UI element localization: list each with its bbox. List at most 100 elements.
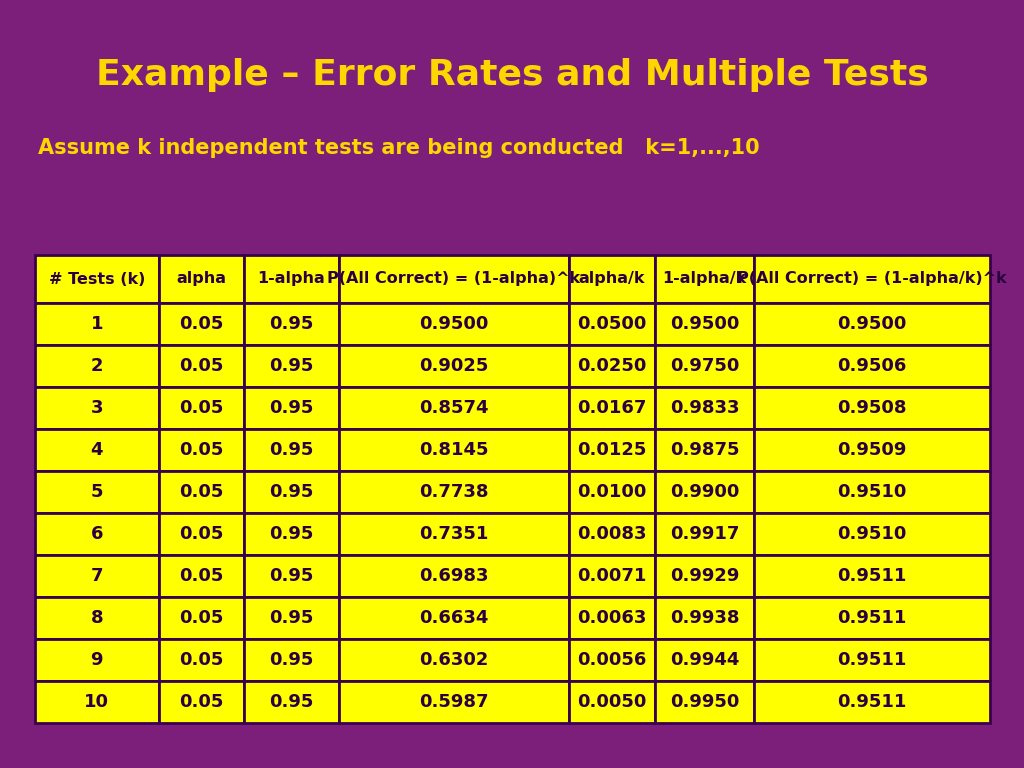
Text: 0.95: 0.95 (269, 357, 313, 375)
Bar (755, 429, 990, 471)
Bar (339, 429, 569, 471)
Text: 0.0125: 0.0125 (578, 441, 647, 459)
Bar (245, 255, 339, 303)
Bar (35, 597, 159, 639)
Text: 0.95: 0.95 (269, 315, 313, 333)
Text: 0.7351: 0.7351 (419, 525, 488, 543)
Text: 7: 7 (90, 567, 103, 585)
Text: 0.7738: 0.7738 (419, 483, 488, 501)
Bar (159, 255, 245, 303)
Bar (245, 555, 339, 597)
Text: 9: 9 (90, 651, 103, 669)
Text: 0.95: 0.95 (269, 525, 313, 543)
Bar (159, 639, 245, 681)
Bar (569, 513, 655, 555)
Bar (35, 303, 159, 345)
Bar (655, 555, 755, 597)
Bar (569, 303, 655, 345)
Text: 10: 10 (84, 693, 110, 711)
Bar (755, 345, 990, 387)
Text: 1-alpha/k: 1-alpha/k (663, 272, 746, 286)
Bar (159, 429, 245, 471)
Text: 0.05: 0.05 (179, 357, 223, 375)
Text: 0.0100: 0.0100 (578, 483, 647, 501)
Bar (655, 681, 755, 723)
Text: alpha/k: alpha/k (579, 272, 645, 286)
Bar (655, 345, 755, 387)
Bar (159, 471, 245, 513)
Text: 5: 5 (90, 483, 103, 501)
Text: 0.05: 0.05 (179, 651, 223, 669)
Text: 0.9929: 0.9929 (670, 567, 739, 585)
Text: 0.05: 0.05 (179, 693, 223, 711)
Bar (245, 471, 339, 513)
Bar (35, 471, 159, 513)
Bar (569, 471, 655, 513)
Bar (569, 597, 655, 639)
Bar (339, 303, 569, 345)
Text: 0.0083: 0.0083 (578, 525, 647, 543)
Text: 0.95: 0.95 (269, 567, 313, 585)
Text: 0.05: 0.05 (179, 483, 223, 501)
Text: 0.9900: 0.9900 (670, 483, 739, 501)
Text: 1-alpha: 1-alpha (258, 272, 326, 286)
Text: # Tests (k): # Tests (k) (48, 272, 145, 286)
Text: 0.0071: 0.0071 (578, 567, 647, 585)
Text: 0.0250: 0.0250 (578, 357, 647, 375)
Text: 3: 3 (90, 399, 103, 417)
Text: 0.05: 0.05 (179, 441, 223, 459)
Text: 0.95: 0.95 (269, 651, 313, 669)
Text: 0.9511: 0.9511 (838, 609, 907, 627)
Text: 6: 6 (90, 525, 103, 543)
Text: 0.9875: 0.9875 (670, 441, 739, 459)
Bar (755, 471, 990, 513)
Text: 0.9025: 0.9025 (419, 357, 488, 375)
Text: 0.9511: 0.9511 (838, 693, 907, 711)
Text: 0.6302: 0.6302 (419, 651, 488, 669)
Text: 0.8574: 0.8574 (419, 399, 488, 417)
Bar (245, 387, 339, 429)
Bar (159, 387, 245, 429)
Bar (655, 429, 755, 471)
Text: 0.05: 0.05 (179, 315, 223, 333)
Text: 0.9944: 0.9944 (670, 651, 739, 669)
Bar (569, 555, 655, 597)
Bar (245, 345, 339, 387)
Text: P(All Correct) = (1-alpha/k)^k: P(All Correct) = (1-alpha/k)^k (737, 272, 1007, 286)
Bar (569, 345, 655, 387)
Text: 0.0056: 0.0056 (578, 651, 647, 669)
Bar (159, 303, 245, 345)
Text: 0.9833: 0.9833 (670, 399, 739, 417)
Bar (35, 681, 159, 723)
Bar (655, 639, 755, 681)
Bar (569, 429, 655, 471)
Bar (655, 255, 755, 303)
Bar (655, 303, 755, 345)
Bar (159, 555, 245, 597)
Text: 0.9500: 0.9500 (838, 315, 907, 333)
Bar (339, 471, 569, 513)
Text: 0.05: 0.05 (179, 399, 223, 417)
Bar (655, 597, 755, 639)
Text: 4: 4 (90, 441, 103, 459)
Bar (755, 681, 990, 723)
Text: 0.05: 0.05 (179, 567, 223, 585)
Text: 0.95: 0.95 (269, 693, 313, 711)
Bar (339, 387, 569, 429)
Bar (755, 639, 990, 681)
Text: 0.9509: 0.9509 (838, 441, 907, 459)
Bar (159, 513, 245, 555)
Bar (245, 597, 339, 639)
Text: Example – Error Rates and Multiple Tests: Example – Error Rates and Multiple Tests (95, 58, 929, 92)
Bar (339, 555, 569, 597)
Text: 0.0050: 0.0050 (578, 693, 647, 711)
Text: 0.9500: 0.9500 (419, 315, 488, 333)
Text: 8: 8 (90, 609, 103, 627)
Bar (755, 255, 990, 303)
Bar (35, 345, 159, 387)
Text: 2: 2 (90, 357, 103, 375)
Text: 0.9511: 0.9511 (838, 651, 907, 669)
Bar (159, 345, 245, 387)
Text: Assume k independent tests are being conducted   k=1,...,10: Assume k independent tests are being con… (38, 138, 760, 158)
Bar (755, 387, 990, 429)
